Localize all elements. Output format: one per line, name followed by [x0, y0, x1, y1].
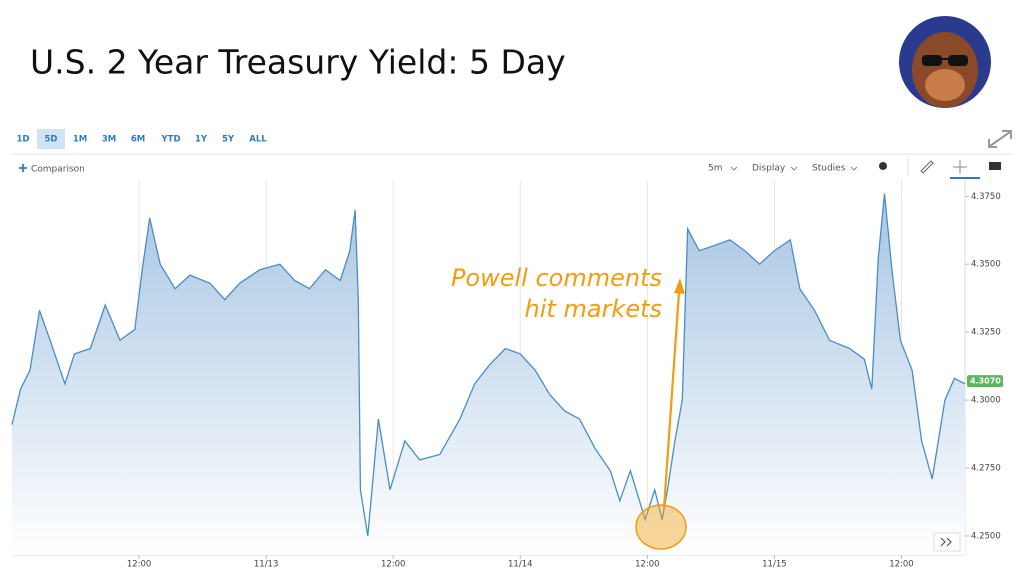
annotation-arrow — [662, 291, 681, 509]
x-tick-label: 12:00 — [381, 560, 406, 570]
area-fill — [12, 193, 965, 555]
x-tick-label: 12:00 — [127, 560, 152, 570]
scroll-button[interactable] — [933, 532, 961, 552]
slide-title: U.S. 2 Year Treasury Yield: 5 Day — [30, 43, 566, 82]
plus-icon[interactable] — [19, 164, 27, 172]
y-tick-label: 4.2500 — [971, 531, 1001, 541]
crosshair-icon[interactable] — [953, 160, 967, 174]
last-price-label: 4.3070 — [970, 377, 1001, 386]
scroll-icon — [940, 537, 952, 547]
chevron — [790, 166, 798, 171]
x-tick-label: 11/14 — [508, 560, 533, 570]
range-tab[interactable]: 5D — [45, 135, 58, 145]
range-tab[interactable]: 6M — [131, 135, 145, 145]
range-tab[interactable]: 5Y — [222, 135, 235, 145]
yield-line — [11, 193, 966, 537]
settings-icon[interactable] — [879, 162, 887, 170]
draw-icon[interactable] — [920, 160, 934, 174]
y-tick-label: 4.2750 — [971, 464, 1001, 474]
range-tab[interactable]: 1D — [17, 135, 30, 145]
last-price-tag — [967, 375, 1003, 388]
annotation-text: Powell comments — [451, 264, 662, 292]
interval-dropdown[interactable]: 5m — [708, 164, 723, 174]
avatar — [899, 16, 991, 108]
chevron — [850, 166, 858, 171]
x-tick-label: 12:00 — [635, 560, 660, 570]
expand-icon[interactable] — [988, 130, 1012, 148]
range-tab[interactable]: 3M — [102, 135, 116, 145]
y-tick-label: 4.3250 — [971, 328, 1001, 338]
y-tick-label: 4.3750 — [971, 192, 1001, 202]
annotation-text: hit markets — [525, 295, 662, 323]
x-tick-label: 12:00 — [889, 560, 914, 570]
range-tab[interactable]: YTD — [160, 135, 180, 145]
comparison-button[interactable]: Comparison — [31, 165, 85, 175]
range-tab[interactable]: ALL — [249, 135, 267, 145]
chevron — [730, 166, 738, 171]
x-tick-label: 11/15 — [762, 560, 787, 570]
range-tab[interactable]: 1Y — [195, 135, 208, 145]
y-tick-label: 4.3500 — [971, 260, 1001, 270]
comment-icon[interactable] — [989, 162, 1001, 170]
range-tab[interactable]: 1M — [73, 135, 87, 145]
y-tick-label: 4.3000 — [971, 396, 1001, 406]
display-dropdown[interactable]: Display — [752, 164, 786, 174]
highlight-circle — [635, 504, 687, 550]
arrow-head — [674, 278, 685, 294]
studies-dropdown[interactable]: Studies — [812, 164, 846, 174]
x-tick-label: 11/13 — [254, 560, 279, 570]
selected-range-bg — [37, 129, 65, 149]
